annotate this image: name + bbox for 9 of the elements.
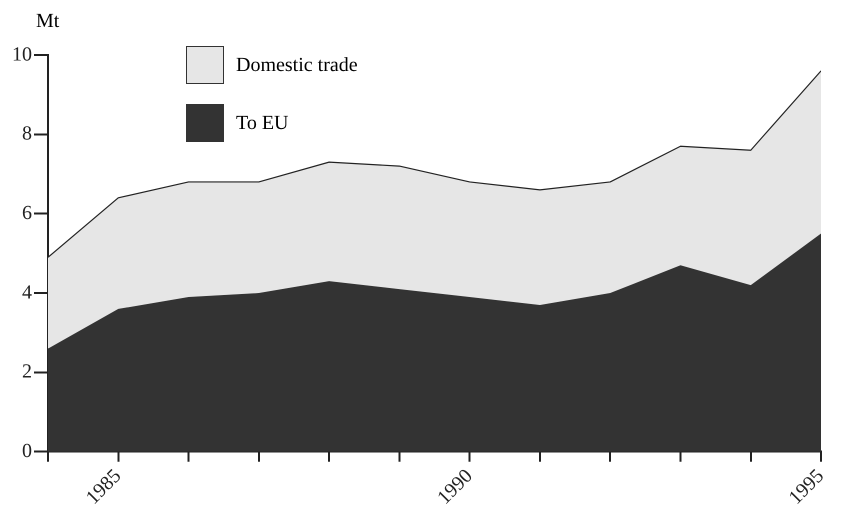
y-tick-label: 10 bbox=[12, 43, 32, 66]
y-axis-title: Mt bbox=[36, 10, 60, 33]
y-tick-label: 4 bbox=[22, 281, 32, 304]
y-tick-label: 2 bbox=[22, 360, 32, 383]
legend-label: To EU bbox=[236, 112, 288, 134]
y-tick-label: 8 bbox=[22, 122, 32, 145]
y-tick-label: 6 bbox=[22, 202, 32, 224]
y-tick-label: 0 bbox=[22, 440, 32, 462]
legend-label: Domestic trade bbox=[236, 54, 358, 76]
